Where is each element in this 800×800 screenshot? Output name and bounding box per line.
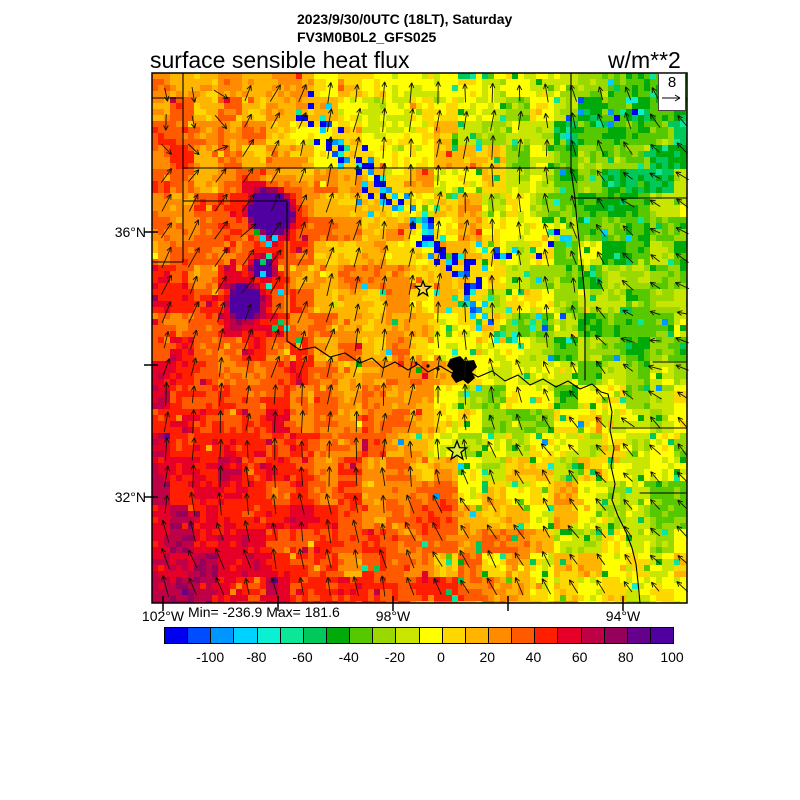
colorbar-segment bbox=[373, 628, 397, 643]
colorbar-segment bbox=[211, 628, 235, 643]
colorbar-tick-label: 60 bbox=[571, 649, 588, 665]
colorbar-segment bbox=[535, 628, 559, 643]
colorbar-tick-label: 20 bbox=[479, 649, 496, 665]
colorbar-segment bbox=[604, 628, 628, 643]
reference-arrow-icon bbox=[662, 94, 681, 102]
plot-units-label: w/m**2 bbox=[608, 47, 681, 73]
colorbar-segment bbox=[326, 628, 351, 643]
colorbar-tick-label: -100 bbox=[196, 649, 225, 665]
heat-flux-field bbox=[152, 73, 687, 603]
border-red-river bbox=[286, 340, 609, 395]
plot-model-line: FV3M0B0L2_GFS025 bbox=[297, 29, 437, 45]
lon-label: 94°W bbox=[605, 608, 641, 624]
lon-label: 98°W bbox=[375, 608, 411, 624]
border-southeast-lines bbox=[611, 361, 688, 494]
border-texas-arkansas bbox=[607, 393, 641, 604]
wind-reference-value: 8 bbox=[667, 74, 677, 91]
flux-map bbox=[144, 72, 690, 611]
colorbar-tick-label: -40 bbox=[338, 649, 359, 665]
wind-reference-box: 8 bbox=[658, 73, 686, 111]
colorbar-segment bbox=[257, 628, 281, 643]
colorbar-tick-label: -80 bbox=[246, 649, 267, 665]
min-max-stats: Min= -236.9 Max= 181.6 bbox=[188, 604, 340, 620]
colorbar-segment bbox=[512, 628, 536, 643]
colorbar-segment bbox=[465, 628, 489, 643]
colorbar bbox=[164, 627, 674, 644]
colorbar-tick-label: 0 bbox=[437, 649, 445, 665]
city-star-markers bbox=[413, 279, 469, 461]
colorbar-segment bbox=[650, 628, 674, 643]
colorbar-segment bbox=[558, 628, 582, 643]
colorbar-segment bbox=[396, 628, 420, 643]
colorbar-segment bbox=[350, 628, 374, 643]
colorbar-segment bbox=[627, 628, 651, 643]
lat-label: 36°N bbox=[114, 224, 146, 240]
plot-title: surface sensible heat flux bbox=[150, 47, 410, 73]
colorbar-segment bbox=[442, 628, 466, 643]
plot-datetime-line: 2023/9/30/0UTC (18LT), Saturday bbox=[297, 11, 513, 27]
wind-vectors bbox=[160, 81, 690, 597]
lake-texoma bbox=[447, 356, 477, 384]
colorbar-tick-label: 100 bbox=[660, 649, 684, 665]
lat-label: 32°N bbox=[114, 489, 146, 505]
colorbar-segment bbox=[419, 628, 443, 643]
colorbar-segment bbox=[188, 628, 212, 643]
colorbar-segment bbox=[280, 628, 304, 643]
colorbar-segment bbox=[488, 628, 513, 643]
colorbar-segment bbox=[303, 628, 327, 643]
colorbar-tick-label: 40 bbox=[525, 649, 542, 665]
colorbar-tick-label: -60 bbox=[292, 649, 313, 665]
map-frame bbox=[151, 72, 688, 604]
colorbar-tick-label: -20 bbox=[384, 649, 406, 665]
border-panhandle bbox=[182, 200, 288, 342]
colorbar-segment bbox=[581, 628, 605, 643]
colorbar-segment bbox=[234, 628, 258, 643]
colorbar-tick-label: 80 bbox=[618, 649, 634, 665]
colorbar-segment bbox=[165, 628, 189, 643]
lon-label: 102°W bbox=[141, 608, 185, 624]
map-frame-and-ticks bbox=[144, 72, 688, 611]
